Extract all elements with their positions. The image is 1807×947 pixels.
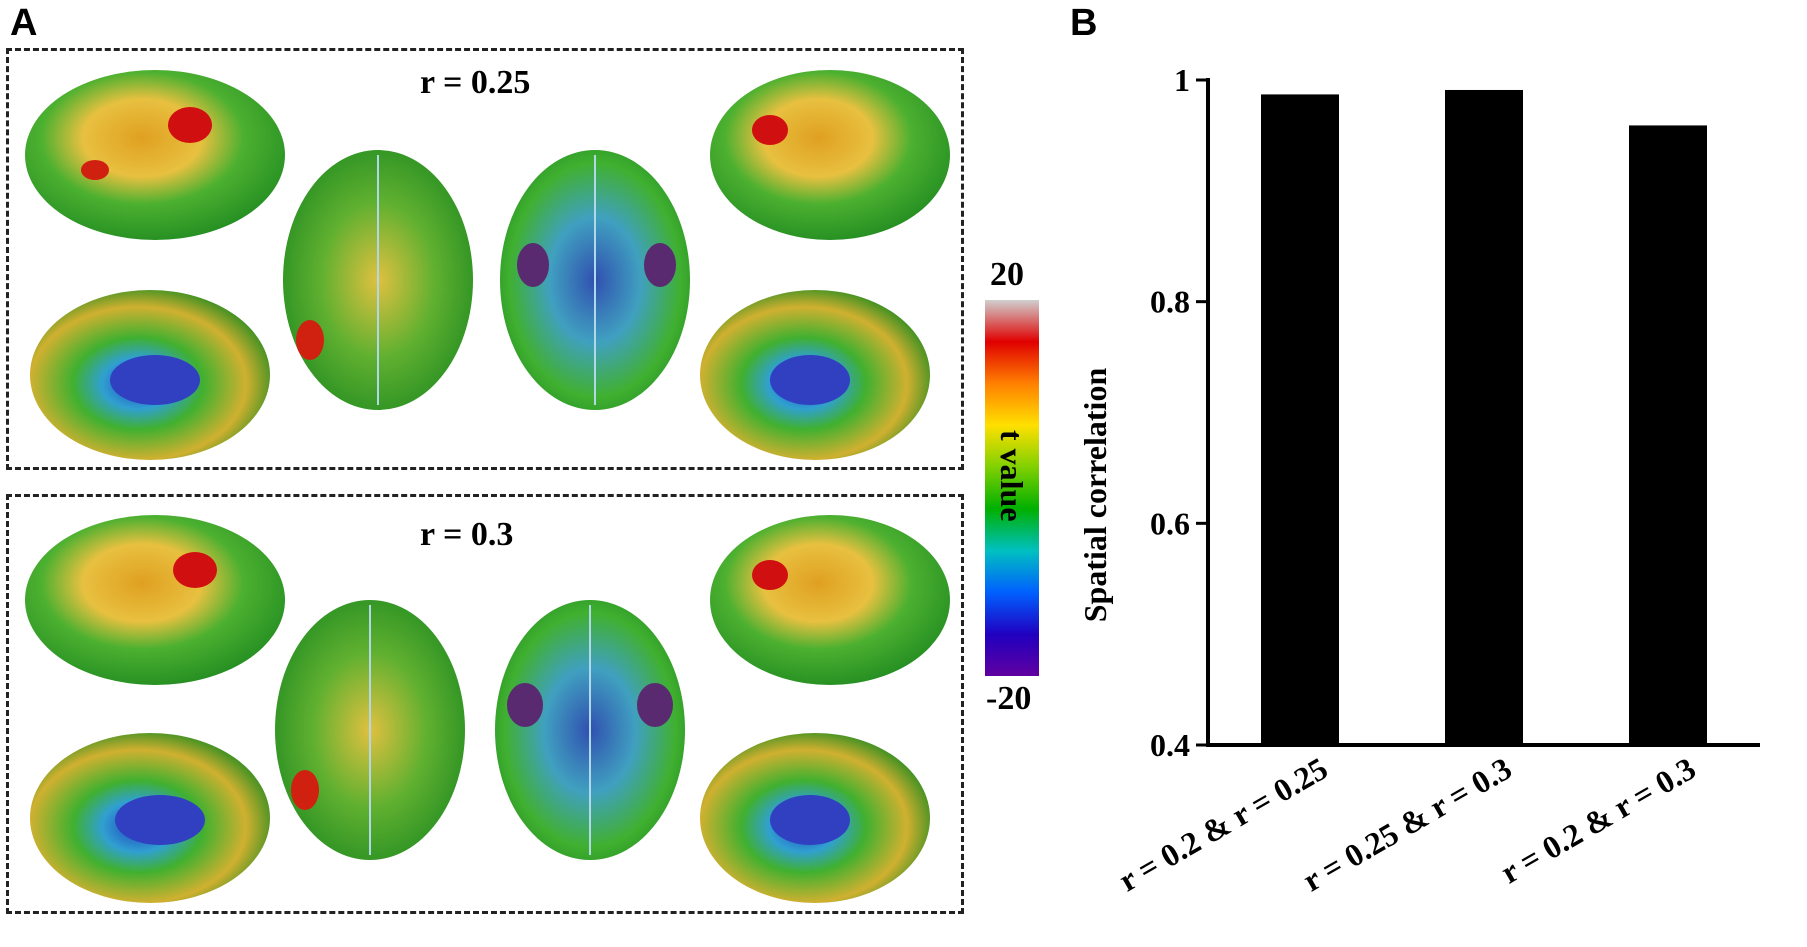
bar-3 [1629, 125, 1707, 746]
y-tick-label: 1 [1174, 62, 1190, 98]
colorbar [985, 300, 1039, 676]
x-tick-label-1: r = 0.2 & r = 0.25 [1113, 750, 1334, 898]
y-tick-label: 0.6 [1150, 505, 1190, 541]
map-title-2: r = 0.3 [420, 516, 514, 553]
brain-a-top [283, 150, 473, 410]
map-title-1: r = 0.25 [420, 64, 531, 101]
colorbar-title: t value [994, 430, 1030, 522]
y-axis-label: Spatial correlation [1077, 368, 1113, 623]
brain-a-medial-left [30, 290, 270, 460]
map-box-1 [6, 48, 964, 470]
brain-a-medial-right [700, 290, 930, 460]
brain-b-medial-left [30, 733, 270, 903]
bar-1 [1261, 94, 1339, 746]
y-tick-label: 0.8 [1150, 284, 1190, 320]
brain-b-lateral-right [710, 515, 950, 685]
brain-b-top [275, 600, 465, 860]
brain-a-lateral-right [710, 70, 950, 240]
panel-b-label: B [1070, 2, 1098, 44]
x-tick-label-3: r = 0.2 & r = 0.3 [1494, 750, 1701, 890]
brain-b-lateral-left [25, 515, 285, 685]
bar-chart: 0.4 0.6 0.8 1 r = 0.2 & r = 0.25r = 0.25 & … [1077, 62, 1760, 898]
x-tick-label-2: r = 0.25 & r = 0.3 [1297, 750, 1518, 898]
brain-b-medial-right [700, 733, 930, 903]
brain-a-bottom [500, 150, 690, 410]
y-tick-label: 0.4 [1150, 727, 1190, 763]
brain-b-bottom [495, 600, 685, 860]
panel-a-label: A [10, 2, 38, 44]
brain-a-lateral-left [25, 70, 285, 240]
map-box-2 [6, 494, 964, 914]
colorbar-max-label: 20 [990, 256, 1024, 293]
colorbar-min-label: -20 [986, 680, 1032, 717]
bar-2 [1445, 89, 1523, 746]
